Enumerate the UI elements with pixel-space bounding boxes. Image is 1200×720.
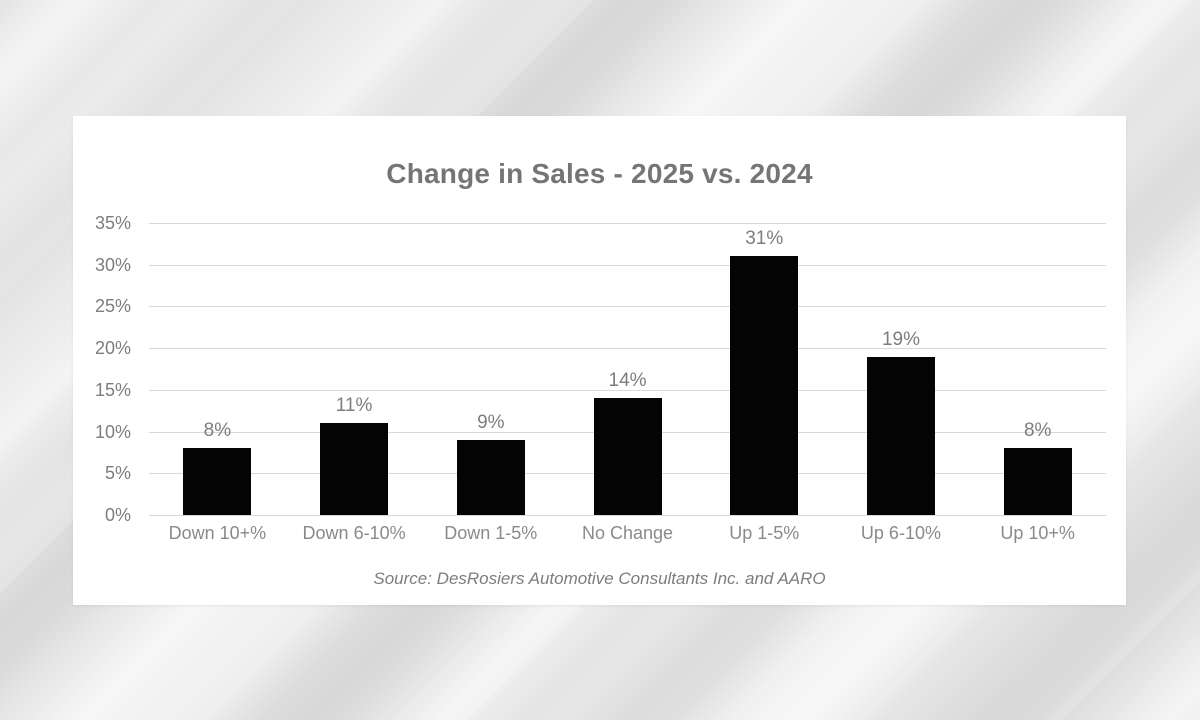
chart-title: Change in Sales - 2025 vs. 2024 bbox=[386, 158, 813, 189]
y-tick-label: 20% bbox=[94, 338, 131, 359]
y-tick-label: 5% bbox=[104, 463, 131, 484]
y-tick-label: 15% bbox=[94, 379, 131, 400]
bar-value-label: 9% bbox=[477, 411, 505, 433]
x-category-label: No Change bbox=[581, 523, 674, 543]
bar-slot: 9% bbox=[422, 223, 559, 515]
gridline bbox=[149, 306, 1106, 308]
gridline bbox=[149, 515, 1106, 516]
bar bbox=[593, 398, 662, 515]
y-tick-label: 30% bbox=[94, 254, 131, 275]
bar-slot: 14% bbox=[559, 223, 696, 515]
bar-value-label: 31% bbox=[745, 228, 784, 250]
bar bbox=[320, 423, 389, 515]
bar bbox=[1003, 448, 1072, 515]
gridline bbox=[149, 264, 1106, 266]
bar-value-label: 8% bbox=[1023, 420, 1052, 442]
bar-slot: 11% bbox=[286, 223, 423, 515]
bar-slot: 31% bbox=[696, 223, 833, 515]
y-tick-label: 35% bbox=[94, 213, 131, 233]
bars-row: 8% 11% 9% 14% 31% 19% 8% bbox=[149, 223, 1106, 515]
bar-value-label: 14% bbox=[608, 370, 647, 392]
chart-card: Change in Sales - 2025 vs. 2024 35% 30% 25… bbox=[73, 116, 1126, 605]
x-category-label: Down 10+% bbox=[168, 523, 267, 543]
x-category-label: Down 1-5% bbox=[444, 523, 538, 543]
y-tick-label: 25% bbox=[94, 296, 131, 317]
x-category-label: Up 10+% bbox=[1000, 523, 1075, 543]
gridline bbox=[149, 223, 1106, 224]
bar bbox=[866, 356, 935, 515]
bar-value-label: 19% bbox=[881, 328, 920, 350]
source-note: Source: DesRosiers Automotive Consultant… bbox=[373, 569, 826, 588]
bar-slot: 8% bbox=[969, 223, 1106, 515]
plot-area: 8% 11% 9% 14% 31% 19% 8% bbox=[149, 223, 1106, 516]
y-tick-label: 0% bbox=[104, 505, 131, 525]
x-category-label: Up 1-5% bbox=[729, 523, 800, 543]
x-axis: Down 10+% Down 6-10% Down 1-5% No Change Up … bbox=[149, 523, 1106, 544]
bar-slot: 8% bbox=[149, 223, 286, 515]
y-tick-label: 10% bbox=[94, 421, 131, 442]
x-category-label: Down 6-10% bbox=[302, 523, 406, 543]
bar-value-label: 11% bbox=[335, 395, 373, 417]
gridline bbox=[149, 389, 1106, 391]
bar-slot: 19% bbox=[833, 223, 970, 515]
bar-value-label: 8% bbox=[203, 420, 232, 442]
gridline bbox=[149, 348, 1106, 350]
y-axis: 35% 30% 25% 20% 15% 10% 5% 0% bbox=[73, 213, 137, 525]
bar bbox=[183, 448, 252, 515]
x-category-label: Up 6-10% bbox=[860, 523, 941, 543]
bar bbox=[456, 439, 525, 515]
bar bbox=[730, 256, 799, 515]
